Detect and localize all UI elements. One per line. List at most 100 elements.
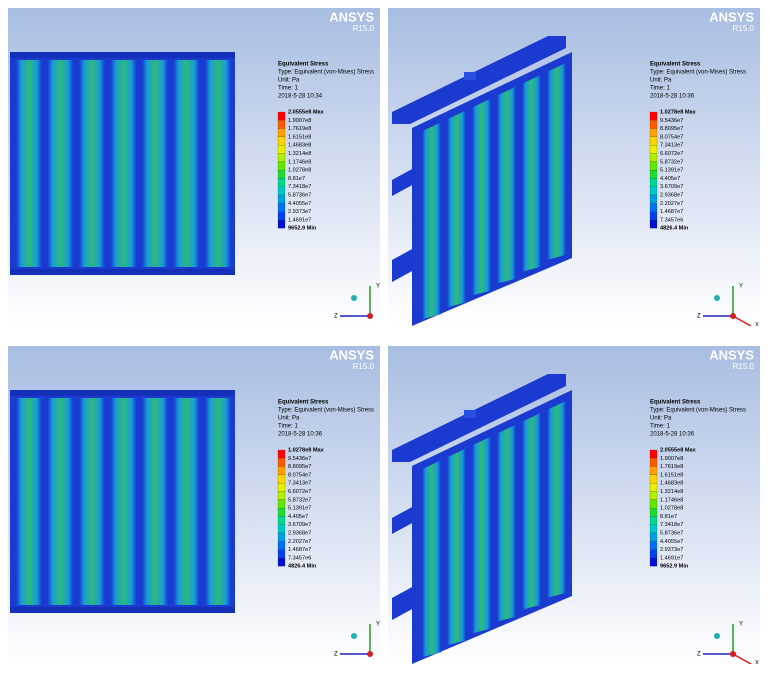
bottom-rail (10, 269, 235, 275)
legend-level: 8.81e7 (288, 176, 305, 182)
color-band (277, 508, 286, 517)
color-band (277, 178, 286, 187)
color-band (649, 128, 658, 137)
color-band (277, 449, 286, 459)
color-band (277, 211, 286, 221)
logo: ANSYS (709, 347, 754, 362)
legend-level: 1.6151e8 (288, 134, 311, 140)
legend-level: 2.0555e8 Max (660, 447, 697, 453)
color-band (277, 120, 286, 129)
legend-title: Equivalent Stress (278, 400, 329, 406)
color-band (277, 219, 286, 229)
triad-origin (367, 313, 373, 319)
logo: ANSYS (709, 9, 754, 24)
side-rail (392, 248, 414, 282)
color-band (649, 474, 658, 484)
legend-level: 7.3418e7 (288, 184, 311, 190)
axis-label: Y (739, 284, 743, 290)
color-band (277, 541, 286, 550)
legend-level: 2.0555e8 Max (288, 109, 325, 115)
stress-strip (16, 60, 42, 267)
legend-level: 8.81e7 (660, 514, 677, 520)
color-band (649, 219, 658, 229)
logo: ANSYS (329, 9, 374, 24)
color-band (277, 524, 286, 534)
axis-label: Z (697, 314, 701, 320)
axis-label: X (755, 661, 759, 664)
color-band (649, 508, 658, 517)
color-band (277, 466, 286, 475)
legend-level: 5.1391e7 (288, 506, 311, 512)
axis-x (732, 315, 752, 327)
legend-level: 7.3418e7 (660, 522, 683, 528)
legend-level: 8.8095e7 (288, 464, 311, 470)
legend-level: 2.2027e7 (660, 201, 683, 207)
stress-strip (497, 424, 516, 622)
legend-level: 1.4687e7 (288, 547, 311, 553)
legend-title: Equivalent Stress (278, 62, 329, 68)
color-band (649, 203, 658, 212)
legend-title: Equivalent Stress (650, 400, 701, 406)
legend-level: 7.3457e6 (660, 217, 683, 223)
color-band (649, 170, 658, 179)
legend-time: Time: 1 (278, 86, 298, 92)
color-band (649, 186, 658, 196)
legend-level: 5.1391e7 (660, 168, 683, 174)
bolt (464, 72, 476, 80)
color-band (277, 458, 286, 467)
color-band (277, 111, 286, 121)
stress-strip (173, 398, 200, 605)
axis-label: X (755, 323, 759, 326)
rotation-point (714, 295, 720, 301)
color-band (277, 549, 286, 559)
side-rail (392, 586, 414, 620)
color-band (277, 161, 286, 171)
axis-label: Y (376, 284, 380, 290)
axis-label: Y (739, 622, 743, 628)
legend-level: 1.1746e8 (660, 497, 683, 503)
top-rail (10, 52, 235, 58)
legend-time: Time: 1 (650, 424, 670, 430)
color-band (649, 541, 658, 550)
legend-level: 9652.9 Min (288, 226, 317, 232)
legend-level: 1.6151e8 (660, 472, 683, 478)
legend-date: 2018-5-28 10:36 (650, 94, 695, 100)
legend-level: 6.6072e7 (660, 151, 683, 157)
legend-level: 4826.4 Min (660, 226, 689, 232)
legend-level: 8.8095e7 (660, 126, 683, 132)
color-band (649, 178, 658, 187)
legend-level: 7.3457e6 (288, 555, 311, 561)
color-band (277, 483, 286, 492)
legend-level: 7.3413e7 (660, 143, 683, 149)
legend-level: 1.4683e8 (288, 143, 311, 149)
legend-level: 2.9373e7 (288, 209, 311, 215)
color-band (277, 170, 286, 179)
stress-strip (447, 110, 466, 308)
legend-level: 1.9007e8 (288, 118, 311, 124)
legend-time: Time: 1 (278, 424, 298, 430)
logo: ANSYS (329, 347, 374, 362)
legend-level: 4826.4 Min (288, 564, 317, 570)
legend-time: Time: 1 (650, 86, 670, 92)
legend-unit: Unit: Pa (278, 78, 300, 84)
stress-strip (522, 412, 541, 610)
color-band (649, 466, 658, 475)
stress-strip (205, 60, 231, 267)
legend-level: 1.4683e8 (660, 481, 683, 487)
legend-level: 1.0278e8 Max (288, 447, 325, 453)
legend-level: 9.5436e7 (288, 456, 311, 462)
rotation-point (351, 295, 357, 301)
legend-type: Type: Equivalent (von-Mises) Stress (278, 70, 374, 76)
top-rail (10, 390, 235, 396)
version: R15.0 (353, 362, 375, 371)
color-band (277, 145, 286, 154)
legend-level: 4.4055e7 (660, 539, 683, 545)
color-band (649, 483, 658, 492)
viewport: ANSYS R15.0 Equivalent Stress Type: Equival… (8, 346, 380, 664)
version: R15.0 (733, 24, 755, 33)
legend-level: 2.2027e7 (288, 539, 311, 545)
version: R15.0 (733, 362, 755, 371)
